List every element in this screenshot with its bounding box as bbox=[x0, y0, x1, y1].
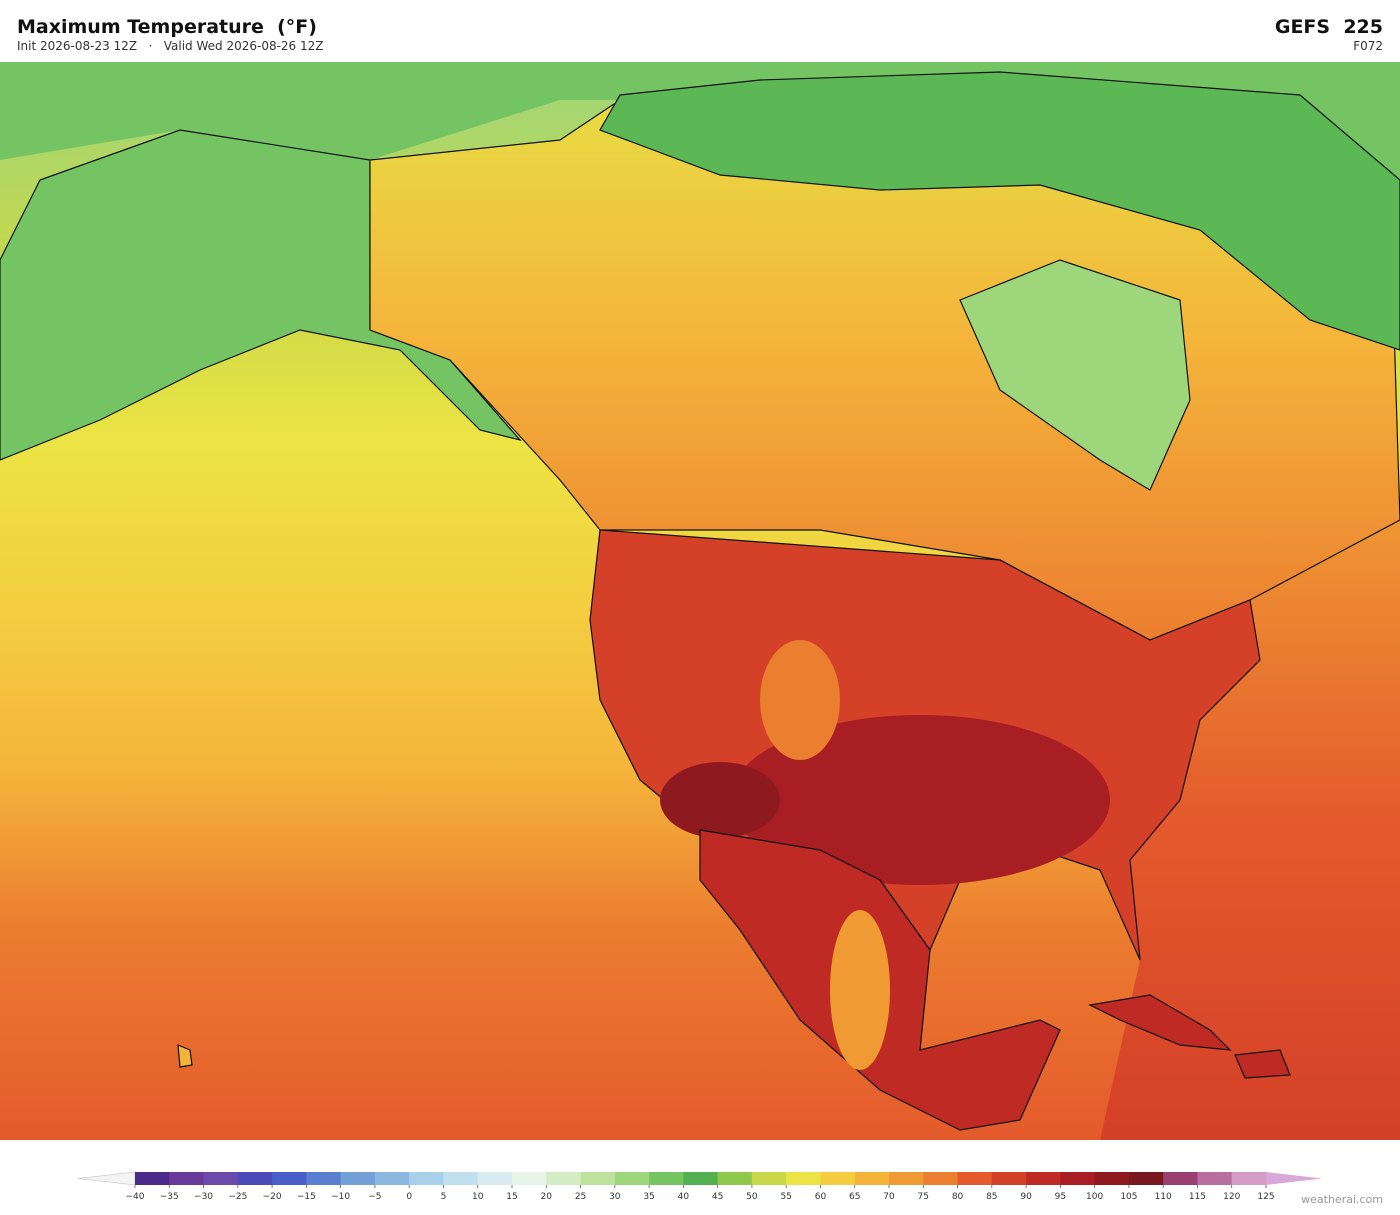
colorbar-tick-label: 60 bbox=[815, 1192, 827, 1202]
colorbar-under bbox=[77, 1171, 136, 1186]
colorbar-tick-label: 115 bbox=[1189, 1192, 1206, 1202]
colorbar-segment bbox=[1026, 1172, 1061, 1185]
desert-core bbox=[660, 762, 780, 838]
colorbar-tick-label: 40 bbox=[678, 1192, 690, 1202]
colorbar-tick-label: −10 bbox=[331, 1192, 350, 1202]
hispaniola bbox=[1234, 1049, 1291, 1079]
colorbar-segment bbox=[683, 1172, 719, 1185]
colorbar-segment bbox=[991, 1172, 1027, 1185]
map-layers bbox=[0, 62, 1400, 1140]
colorbar-tick-label: 125 bbox=[1257, 1192, 1274, 1202]
colorbar-tick-label: 5 bbox=[441, 1192, 447, 1202]
colorbar-tick-label: 120 bbox=[1223, 1192, 1240, 1202]
model-name: GEFS 225 bbox=[1274, 16, 1383, 38]
colorbar-segment bbox=[409, 1172, 444, 1185]
colorbar-tick-label: 45 bbox=[712, 1192, 723, 1202]
rockies bbox=[760, 640, 840, 760]
map-title: Maximum Temperature (°F) bbox=[17, 16, 317, 38]
brand: weatherai.com bbox=[1301, 1193, 1383, 1206]
colorbar-tick-label: −25 bbox=[228, 1192, 247, 1202]
colorbar-tick-label: 0 bbox=[406, 1192, 412, 1202]
colorbar-segment bbox=[957, 1172, 993, 1185]
arctic-islands bbox=[599, 71, 1400, 351]
colorbar-tick-label: 80 bbox=[952, 1192, 964, 1202]
colorbar-tick-label: −5 bbox=[368, 1192, 381, 1202]
colorbar-tick-label: 50 bbox=[746, 1192, 758, 1202]
colorbar-tick-label: 100 bbox=[1086, 1192, 1103, 1202]
atlantic bbox=[1100, 500, 1400, 1140]
forecast-hour: F072 bbox=[1353, 39, 1383, 53]
colorbar-segment bbox=[649, 1172, 684, 1185]
colorbar-segment bbox=[820, 1172, 856, 1185]
colorbar-tick-label: 95 bbox=[1055, 1192, 1066, 1202]
arctic bbox=[0, 62, 1400, 200]
colorbar-tick-label: 65 bbox=[849, 1192, 860, 1202]
mexico-highlands bbox=[830, 910, 890, 1070]
colorbar-tick-label: 105 bbox=[1120, 1192, 1137, 1202]
colorbar-segment bbox=[923, 1172, 959, 1185]
colorbar-tick-label: −20 bbox=[263, 1192, 282, 1202]
colorbar-segment bbox=[580, 1172, 616, 1185]
colorbar-segment bbox=[1128, 1172, 1164, 1185]
colorbar-segment bbox=[203, 1172, 239, 1185]
hawaii bbox=[177, 1044, 193, 1068]
colorbar-segment bbox=[717, 1172, 753, 1185]
colorbar-segment bbox=[1060, 1172, 1096, 1185]
colorbar-tick-label: 15 bbox=[506, 1192, 517, 1202]
colorbar-segment bbox=[135, 1172, 170, 1185]
colorbar-tick-label: 110 bbox=[1155, 1192, 1172, 1202]
colorbar-segment bbox=[477, 1172, 513, 1185]
cuba bbox=[1088, 994, 1232, 1051]
colorbar-tick-label: 10 bbox=[472, 1192, 484, 1202]
colorbar-segment bbox=[546, 1172, 582, 1185]
colorbar-tick-label: −40 bbox=[126, 1192, 145, 1202]
colorbar-segment bbox=[1197, 1172, 1233, 1185]
heat-core bbox=[730, 715, 1110, 885]
colorbar-tick-label: 25 bbox=[575, 1192, 586, 1202]
colorbar-tick-label: 70 bbox=[883, 1192, 895, 1202]
colorbar-segment bbox=[237, 1172, 273, 1185]
colorbar-segment bbox=[1163, 1172, 1198, 1185]
colorbar-segment bbox=[374, 1172, 410, 1185]
colorbar-tick-label: 20 bbox=[541, 1192, 553, 1202]
colorbar-segment bbox=[614, 1172, 650, 1185]
hudson-bay bbox=[959, 259, 1191, 491]
colorbar-segment bbox=[272, 1172, 307, 1185]
temperature-map bbox=[0, 62, 1400, 1140]
colorbar-tick-label: −30 bbox=[194, 1192, 213, 1202]
colorbar-segment bbox=[306, 1172, 342, 1185]
colorbar-tick-label: 90 bbox=[1020, 1192, 1032, 1202]
colorbar-segment bbox=[1094, 1172, 1130, 1185]
map-subtitle: Init 2026-08-23 12Z · Valid Wed 2026-08-… bbox=[17, 39, 324, 53]
colorbar-tick-label: 85 bbox=[986, 1192, 997, 1202]
colorbar-segment bbox=[1231, 1172, 1267, 1185]
colorbar-segment bbox=[443, 1172, 479, 1185]
colorbar: −40 −35 −30 −25 −20 −15 −10 −5 0 5 10 15 20 25 30 35 40 4… bbox=[77, 1171, 1322, 1202]
colorbar-tick-label: −15 bbox=[297, 1192, 316, 1202]
colorbar-tick-label: 55 bbox=[780, 1192, 791, 1202]
colorbar-tick-label: 75 bbox=[918, 1192, 929, 1202]
colorbar-tick-label: 30 bbox=[609, 1192, 621, 1202]
colorbar-segment bbox=[512, 1172, 547, 1185]
colorbar-over bbox=[1266, 1172, 1322, 1185]
colorbar-segment bbox=[751, 1172, 787, 1185]
colorbar-tick-label: 35 bbox=[643, 1192, 654, 1202]
colorbar-segment bbox=[889, 1172, 924, 1185]
colorbar-segment bbox=[786, 1172, 821, 1185]
colorbar-segment bbox=[854, 1172, 890, 1185]
colorbar-tick-label: −35 bbox=[160, 1192, 179, 1202]
colorbar-segment bbox=[169, 1172, 205, 1185]
colorbar-segment bbox=[340, 1172, 376, 1185]
